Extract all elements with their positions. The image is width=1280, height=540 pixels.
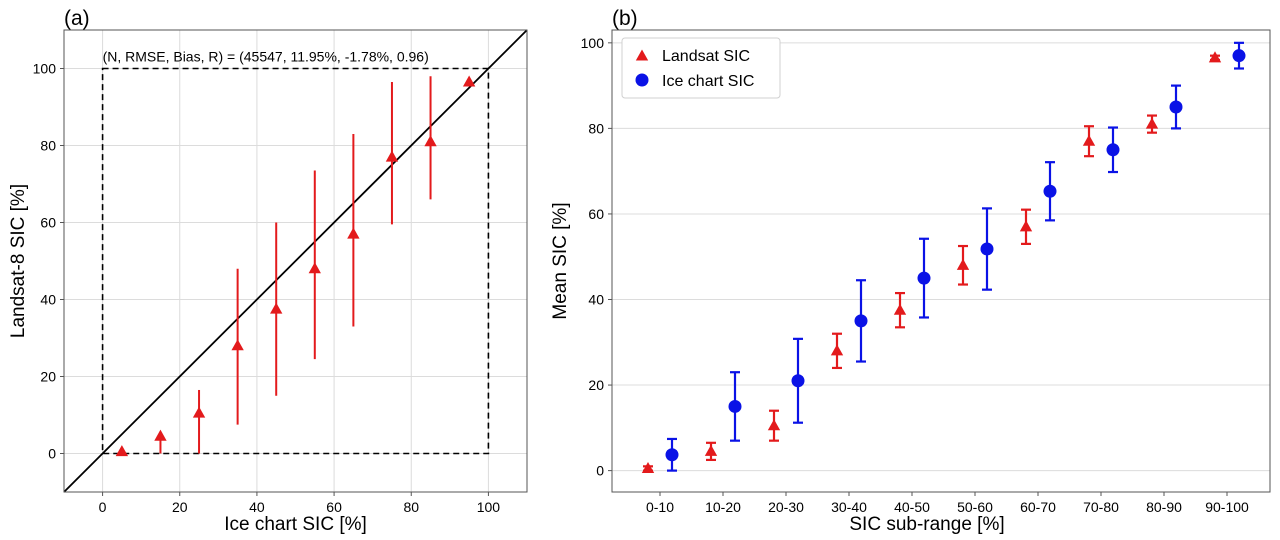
legend-landsat-triangle xyxy=(635,49,649,61)
panel-a-y-tick-label-5: 100 xyxy=(33,61,57,77)
legend-landsat-marker xyxy=(635,49,649,61)
panel-a-x-tick-label-3: 60 xyxy=(326,499,342,515)
panel-a: (a) 0 20 40 60 80 100 0 20 40 60 80 100 (N, RMSE, … xyxy=(8,7,528,535)
panel-b-landsat-marker-4 xyxy=(893,303,907,315)
panel-a-y-axis-label: Landsat-8 SIC [%] xyxy=(8,184,29,338)
panel-b-ice-chart-marker-8 xyxy=(1169,100,1183,114)
legend-ice-chart-label: Ice chart SIC xyxy=(662,73,754,90)
panel-b-ice-chart-marker-4 xyxy=(917,271,931,285)
panel-a-triangle-marker-2 xyxy=(192,406,206,418)
panel-b-landsat-marker-9 xyxy=(1208,51,1222,63)
panel-b-ice-chart-marker-5 xyxy=(980,242,994,256)
panel-b-x-axis-label: SIC sub-range [%] xyxy=(849,514,1004,535)
panel-b-x-tick-label-9: 90-100 xyxy=(1205,499,1249,515)
panel-b-ice-chart-marker-6 xyxy=(1043,184,1057,198)
panel-b-x-tick-label-4: 40-50 xyxy=(894,499,930,515)
panel-b-y-tick-label-4: 80 xyxy=(588,120,604,136)
panel-b-x-tick-label-1: 10-20 xyxy=(705,499,741,515)
panel-a-triangle-marker-8 xyxy=(424,135,437,147)
panel-a-y-tick-label-0: 0 xyxy=(48,446,56,462)
panel-a-triangle-marker-5 xyxy=(308,262,321,274)
dashed-reference-box xyxy=(101,67,490,455)
panel-a-markers xyxy=(115,75,476,457)
panel-b-ice-chart-marker-0 xyxy=(665,448,679,462)
panel-a-stats-annotation: (N, RMSE, Bias, R) = (45547, 11.95%, -1.… xyxy=(103,49,429,65)
panel-b-landsat-marker-0 xyxy=(641,461,655,474)
panel-b-landsat-marker-5 xyxy=(956,258,970,270)
panel-a-x-tick-label-1: 20 xyxy=(172,499,188,515)
panel-a-x-ticks: 0 20 40 60 80 100 xyxy=(99,492,501,515)
panel-b-landsat-marker-3 xyxy=(830,344,844,356)
legend-ice-chart-marker xyxy=(635,73,649,87)
panel-b-landsat-marker-1 xyxy=(704,444,718,456)
panel-a-identity-line xyxy=(63,29,528,493)
panel-a-error-bars xyxy=(120,76,471,454)
panel-b-y-tick-label-2: 40 xyxy=(588,292,604,308)
panel-a-triangle-marker-4 xyxy=(270,302,283,314)
legend-box xyxy=(621,37,781,99)
panel-a-y-tick-label-3: 60 xyxy=(40,215,56,231)
panel-b-x-tick-label-7: 70-80 xyxy=(1083,499,1119,515)
panel-b-landsat-marker-2 xyxy=(767,419,781,431)
panel-a-y-ticks: 0 20 40 60 80 100 xyxy=(33,61,64,462)
panel-b-x-tick-label-3: 30-40 xyxy=(831,499,867,515)
panel-b-x-tick-label-2: 20-30 xyxy=(768,499,804,515)
panel-b-ice-chart-marker-7 xyxy=(1106,143,1120,157)
panel-a-triangle-marker-0 xyxy=(115,445,129,457)
panel-b-frame xyxy=(611,29,1271,493)
panel-b-x-tick-label-8: 80-90 xyxy=(1146,499,1182,515)
panel-b-ice-chart-marker-3 xyxy=(854,314,868,328)
panel-b-y-tick-label-0: 0 xyxy=(596,463,604,479)
panel-a-bounding-box xyxy=(101,67,490,455)
panel-a-frame xyxy=(63,29,528,493)
panel-b-landsat-marker-6 xyxy=(1019,220,1033,232)
panel-b-ice-chart-marker-9 xyxy=(1232,49,1246,63)
panel-b: (b) 0-10 10-20 20-30 30-40 40-50 50-60 60-70 70… xyxy=(550,7,1271,535)
panel-a-triangle-marker-1 xyxy=(154,429,167,441)
panel-a-x-tick-label-4: 80 xyxy=(403,499,419,515)
panel-b-y-axis-label: Mean SIC [%] xyxy=(550,202,571,319)
panel-b-x-tick-label-0: 0-10 xyxy=(646,499,674,515)
panel-a-x-tick-label-5: 100 xyxy=(477,499,501,515)
panel-a-x-tick-label-2: 40 xyxy=(249,499,265,515)
panel-b-landsat-marker-8 xyxy=(1145,117,1159,129)
panel-a-y-tick-label-2: 40 xyxy=(40,292,56,308)
panel-a-triangle-marker-6 xyxy=(347,227,360,239)
panel-a-x-axis-label: Ice chart SIC [%] xyxy=(224,514,367,535)
panel-b-landsat-marker-7 xyxy=(1082,134,1096,146)
panel-a-label: (a) xyxy=(64,7,90,30)
legend-ice-chart-circle xyxy=(635,73,649,87)
panel-b-y-ticks: 0 20 40 60 80 100 xyxy=(581,35,612,479)
panel-a-triangle-marker-3 xyxy=(231,339,244,351)
panel-b-y-tick-label-3: 60 xyxy=(588,206,604,222)
panel-b-x-ticks: 0-10 10-20 20-30 30-40 40-50 50-60 60-70 70-80 8… xyxy=(646,492,1249,515)
panel-b-markers xyxy=(641,49,1246,474)
panel-b-label: (b) xyxy=(612,7,638,30)
panel-a-x-tick-label-0: 0 xyxy=(99,499,107,515)
panel-b-ice-chart-marker-2 xyxy=(791,374,805,388)
panel-a-y-tick-label-4: 80 xyxy=(40,138,56,154)
panel-a-y-tick-label-1: 20 xyxy=(40,369,56,385)
legend-landsat-label: Landsat SIC xyxy=(662,48,750,65)
panel-a-triangle-marker-7 xyxy=(385,150,399,162)
panel-b-y-tick-label-1: 20 xyxy=(588,377,604,393)
panel-b-y-tick-label-5: 100 xyxy=(581,35,605,51)
panel-b-x-tick-label-5: 50-60 xyxy=(957,499,993,515)
panel-b-x-tick-label-6: 60-70 xyxy=(1020,499,1056,515)
panel-a-triangle-marker-9 xyxy=(462,75,476,87)
panel-b-ice-chart-marker-1 xyxy=(728,399,742,413)
panel-b-legend: Landsat SIC Ice chart SIC xyxy=(621,37,781,99)
